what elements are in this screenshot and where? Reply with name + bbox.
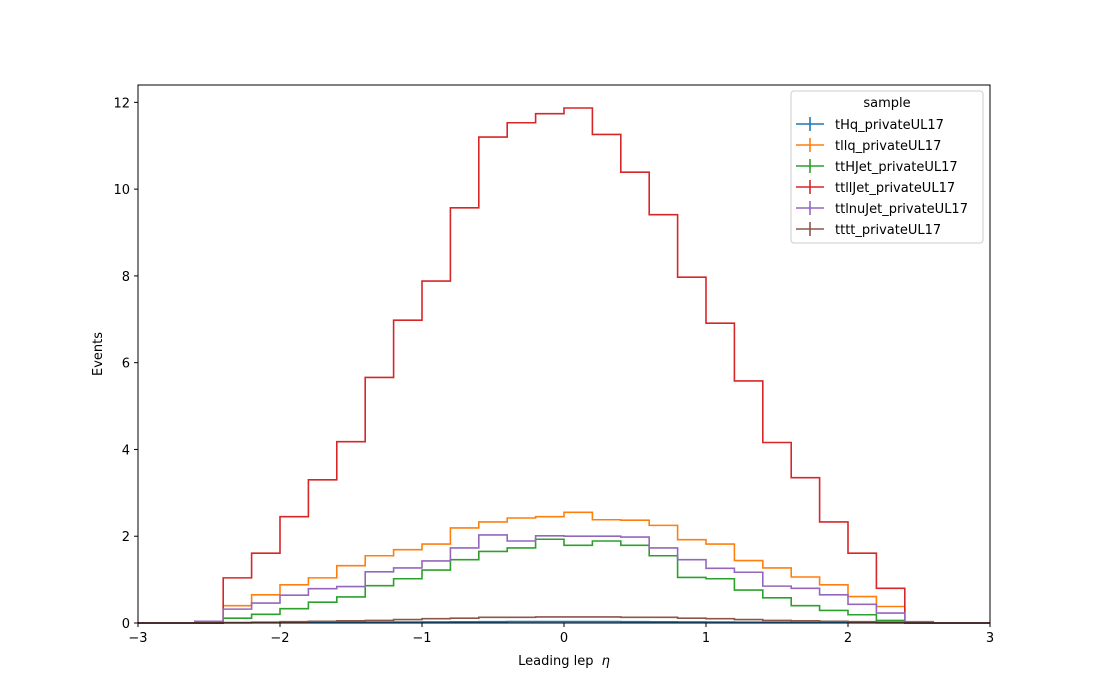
legend-label: tttt_privateUL17 — [835, 223, 941, 238]
legend-entry: tllq_privateUL17 — [796, 138, 941, 154]
series-line-tllq_privateUL17 — [138, 511, 990, 624]
x-tick-label: 2 — [844, 631, 852, 646]
x-tick-label: −3 — [128, 631, 147, 646]
legend-label: ttHJet_privateUL17 — [835, 160, 958, 175]
legend-entry: ttHJet_privateUL17 — [796, 159, 958, 175]
y-tick-label: 12 — [113, 96, 130, 111]
series-line-ttllJet_privateUL17 — [138, 107, 990, 624]
legend-title: sample — [863, 96, 910, 111]
y-tick-label: 0 — [122, 617, 130, 632]
y-tick-label: 8 — [122, 270, 130, 285]
legend: sample tHq_privateUL17 tllq_privateUL17tt… — [790, 90, 984, 244]
legend-box — [790, 90, 984, 244]
x-tick-label: −1 — [412, 631, 431, 646]
legend-entry: tHq_privateUL17 — [796, 117, 944, 133]
x-tick-label: −2 — [270, 631, 289, 646]
y-tick-label: 2 — [122, 530, 130, 545]
y-tick-label: 6 — [122, 357, 130, 372]
x-tick-label: 0 — [560, 631, 568, 646]
legend-entry: ttlnuJet_privateUL17 — [796, 201, 968, 217]
series-line-ttlnuJet_privateUL17 — [138, 534, 990, 624]
legend-label: tllq_privateUL17 — [835, 139, 941, 154]
x-tick-label: 3 — [986, 631, 994, 646]
x-axis-label-symbol: η — [602, 654, 610, 669]
legend-entry: tttt_privateUL17 — [796, 222, 941, 238]
y-tick-label: 4 — [122, 443, 130, 458]
legend-label: tHq_privateUL17 — [835, 118, 944, 133]
series-line-tttt_privateUL17 — [138, 616, 990, 624]
x-axis-label: Leading lep η — [518, 654, 610, 669]
legend-label: ttllJet_privateUL17 — [835, 181, 955, 196]
y-axis-label: Events — [91, 332, 106, 376]
series-line-ttHJet_privateUL17 — [138, 538, 990, 624]
x-tick-label: 1 — [702, 631, 710, 646]
legend-label: ttlnuJet_privateUL17 — [835, 202, 968, 217]
x-axis: −3 −2 −1 0 1 2 3 — [128, 623, 994, 646]
y-axis: 0 2 4 6 8 10 12 — [113, 96, 138, 632]
x-axis-label-text: Leading lep — [518, 654, 593, 669]
y-tick-label: 10 — [113, 183, 130, 198]
legend-entry: ttllJet_privateUL17 — [796, 180, 955, 196]
